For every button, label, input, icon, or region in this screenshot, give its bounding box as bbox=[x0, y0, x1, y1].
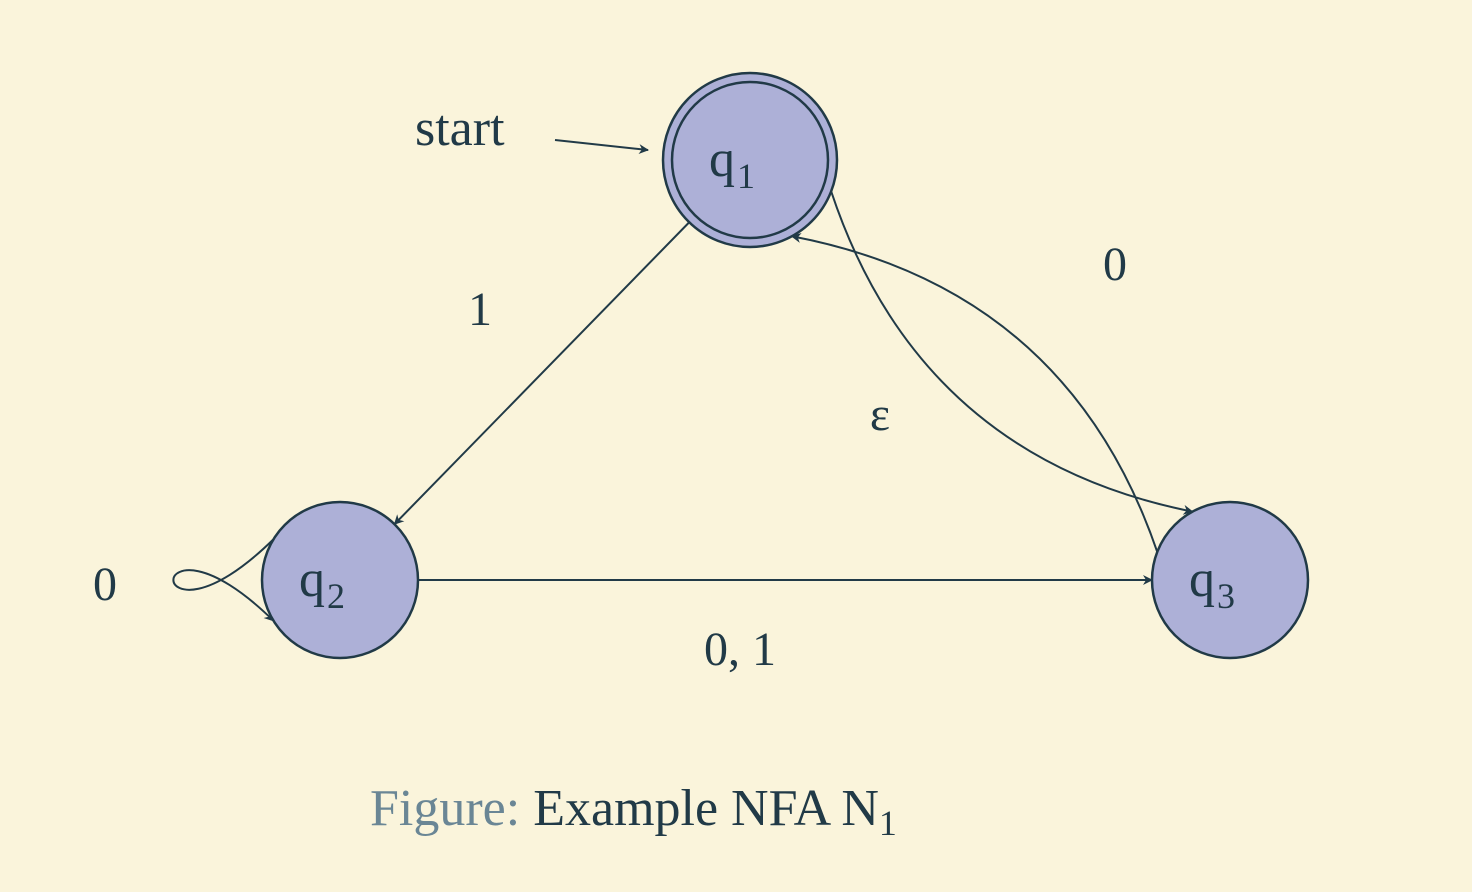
figure-caption-text: Example NFA N bbox=[533, 780, 879, 837]
nfa-diagram: start1ε0, 100q1q2q3Figure: Example NFA N… bbox=[0, 0, 1472, 892]
start-arrow bbox=[555, 140, 648, 150]
edge-label-q2-q3: 0, 1 bbox=[704, 623, 776, 676]
edge-label-q2-q2: 0 bbox=[93, 558, 117, 611]
edge-label-q1-q3: ε bbox=[870, 388, 890, 441]
edge-q1-q3 bbox=[831, 191, 1192, 511]
edge-q2-q2 bbox=[173, 539, 273, 621]
figure-caption: Figure: Example NFA N1 bbox=[370, 780, 897, 843]
edge-label-q3-q1: 0 bbox=[1103, 238, 1127, 291]
edge-q1-q2 bbox=[394, 222, 689, 524]
start-label: start bbox=[415, 100, 505, 157]
edge-label-q1-q2: 1 bbox=[468, 283, 492, 336]
figure-caption-prefix: Figure: bbox=[370, 780, 520, 837]
